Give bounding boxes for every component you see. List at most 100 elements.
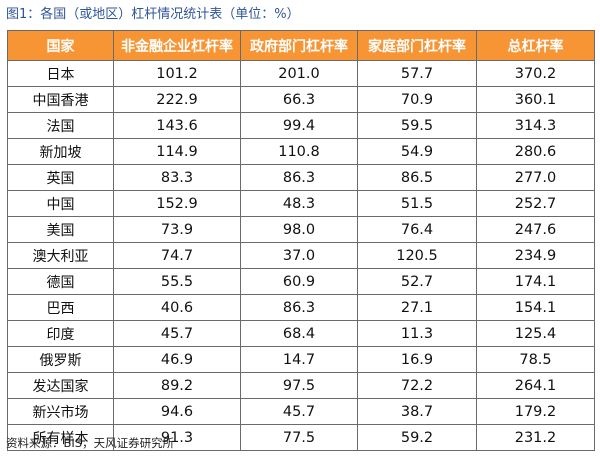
table-row: 俄罗斯 46.9 14.7 16.9 78.5: [7, 346, 595, 373]
household-cell: 120.5: [357, 242, 477, 269]
header-household: 家庭部门杠杆率: [357, 30, 477, 61]
table-row: 发达国家 89.2 97.5 72.2 264.1: [7, 372, 595, 399]
total-cell: 234.9: [476, 242, 595, 269]
government-cell: 99.4: [240, 112, 358, 139]
country-cell: 中国香港: [7, 86, 114, 113]
total-cell: 314.3: [476, 112, 595, 139]
nonfinancial-corporate-cell: 40.6: [113, 294, 241, 321]
table-row: 巴西 40.6 86.3 27.1 154.1: [7, 294, 595, 321]
government-cell: 66.3: [240, 86, 358, 113]
total-cell: 154.1: [476, 294, 595, 321]
country-cell: 德国: [7, 268, 114, 295]
total-cell: 277.0: [476, 164, 595, 191]
government-cell: 45.7: [240, 398, 358, 425]
government-cell: 86.3: [240, 164, 358, 191]
table-row: 日本 101.2 201.0 57.7 370.2: [7, 60, 595, 87]
household-cell: 38.7: [357, 398, 477, 425]
household-cell: 51.5: [357, 190, 477, 217]
table-body: 日本 101.2 201.0 57.7 370.2 中国香港 222.9 66.3 70.9 36…: [7, 60, 595, 451]
country-cell: 俄罗斯: [7, 346, 114, 373]
country-cell: 印度: [7, 320, 114, 347]
government-cell: 201.0: [240, 60, 358, 87]
household-cell: 70.9: [357, 86, 477, 113]
household-cell: 11.3: [357, 320, 477, 347]
nonfinancial-corporate-cell: 94.6: [113, 398, 241, 425]
country-cell: 巴西: [7, 294, 114, 321]
government-cell: 86.3: [240, 294, 358, 321]
total-cell: 280.6: [476, 138, 595, 165]
header-country: 国家: [7, 30, 114, 61]
household-cell: 76.4: [357, 216, 477, 243]
total-cell: 360.1: [476, 86, 595, 113]
household-cell: 52.7: [357, 268, 477, 295]
total-cell: 370.2: [476, 60, 595, 87]
total-cell: 264.1: [476, 372, 595, 399]
total-cell: 231.2: [476, 424, 595, 451]
nonfinancial-corporate-cell: 73.9: [113, 216, 241, 243]
nonfinancial-corporate-cell: 101.2: [113, 60, 241, 87]
nonfinancial-corporate-cell: 222.9: [113, 86, 241, 113]
household-cell: 59.2: [357, 424, 477, 451]
table-row: 中国 152.9 48.3 51.5 252.7: [7, 190, 595, 217]
nonfinancial-corporate-cell: 45.7: [113, 320, 241, 347]
government-cell: 68.4: [240, 320, 358, 347]
household-cell: 54.9: [357, 138, 477, 165]
table-row: 美国 73.9 98.0 76.4 247.6: [7, 216, 595, 243]
total-cell: 179.2: [476, 398, 595, 425]
nonfinancial-corporate-cell: 89.2: [113, 372, 241, 399]
country-cell: 所有样本: [7, 424, 114, 451]
household-cell: 72.2: [357, 372, 477, 399]
government-cell: 110.8: [240, 138, 358, 165]
total-cell: 252.7: [476, 190, 595, 217]
country-cell: 新加坡: [7, 138, 114, 165]
table-row: 德国 55.5 60.9 52.7 174.1: [7, 268, 595, 295]
government-cell: 98.0: [240, 216, 358, 243]
table-row: 新加坡 114.9 110.8 54.9 280.6: [7, 138, 595, 165]
figure-number: 图1：: [6, 7, 41, 22]
figure-title: 各国（或地区）杠杆情况统计表（单位：%）: [40, 7, 300, 22]
table-row: 澳大利亚 74.7 37.0 120.5 234.9: [7, 242, 595, 269]
table-row: 印度 45.7 68.4 11.3 125.4: [7, 320, 595, 347]
country-cell: 中国: [7, 190, 114, 217]
table-header-row: 国家 非金融企业杠杆率 政府部门杠杆率 家庭部门杠杆率 总杠杆率: [7, 30, 595, 61]
government-cell: 60.9: [240, 268, 358, 295]
household-cell: 86.5: [357, 164, 477, 191]
country-cell: 发达国家: [7, 372, 114, 399]
leverage-table: 国家 非金融企业杠杆率 政府部门杠杆率 家庭部门杠杆率 总杠杆率 日本 101.2…: [7, 30, 595, 451]
table-row: 新兴市场 94.6 45.7 38.7 179.2: [7, 398, 595, 425]
total-cell: 125.4: [476, 320, 595, 347]
nonfinancial-corporate-cell: 46.9: [113, 346, 241, 373]
country-cell: 法国: [7, 112, 114, 139]
table-row: 所有样本 91.3 77.5 59.2 231.2: [7, 424, 595, 451]
header-total: 总杠杆率: [476, 30, 595, 61]
figure-caption: 图1：各国（或地区）杠杆情况统计表（单位：%）: [6, 4, 300, 26]
country-cell: 澳大利亚: [7, 242, 114, 269]
nonfinancial-corporate-cell: 83.3: [113, 164, 241, 191]
government-cell: 48.3: [240, 190, 358, 217]
nonfinancial-corporate-cell: 55.5: [113, 268, 241, 295]
country-cell: 日本: [7, 60, 114, 87]
household-cell: 27.1: [357, 294, 477, 321]
source-note: 资料来源：BIS，天风证券研究所: [6, 436, 175, 450]
table-row: 法国 143.6 99.4 59.5 314.3: [7, 112, 595, 139]
nonfinancial-corporate-cell: 143.6: [113, 112, 241, 139]
household-cell: 59.5: [357, 112, 477, 139]
government-cell: 97.5: [240, 372, 358, 399]
household-cell: 57.7: [357, 60, 477, 87]
country-cell: 新兴市场: [7, 398, 114, 425]
header-government: 政府部门杠杆率: [240, 30, 358, 61]
government-cell: 77.5: [240, 424, 358, 451]
government-cell: 37.0: [240, 242, 358, 269]
total-cell: 78.5: [476, 346, 595, 373]
header-nonfinancial-corporate: 非金融企业杠杆率: [113, 30, 241, 61]
country-cell: 英国: [7, 164, 114, 191]
country-cell: 美国: [7, 216, 114, 243]
government-cell: 14.7: [240, 346, 358, 373]
nonfinancial-corporate-cell: 74.7: [113, 242, 241, 269]
table-row: 英国 83.3 86.3 86.5 277.0: [7, 164, 595, 191]
nonfinancial-corporate-cell: 114.9: [113, 138, 241, 165]
total-cell: 247.6: [476, 216, 595, 243]
household-cell: 16.9: [357, 346, 477, 373]
nonfinancial-corporate-cell: 152.9: [113, 190, 241, 217]
total-cell: 174.1: [476, 268, 595, 295]
